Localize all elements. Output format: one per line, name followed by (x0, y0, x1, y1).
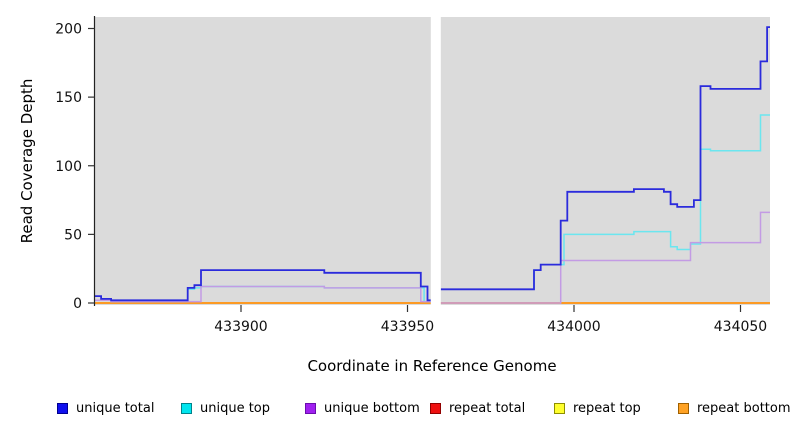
x-tick-label: 434000 (547, 319, 600, 335)
series-line-unique-total (95, 269, 431, 302)
series-line-unique-bottom (440, 211, 770, 304)
legend-item-unique-total: unique total (57, 400, 154, 416)
y-tick-label: 150 (55, 90, 82, 106)
y-tick-label: 100 (55, 159, 82, 175)
legend-item-unique-bottom: unique bottom (305, 400, 420, 416)
legend-label: unique bottom (324, 400, 420, 416)
x-tick-label: 433950 (381, 319, 434, 335)
coverage-plot: 0 50 100 150 200 433900 433950 434000 434050 (55, 15, 770, 335)
legend-label: repeat top (573, 400, 641, 416)
legend-swatch-repeat-total (430, 402, 441, 414)
y-tick-label: 0 (73, 296, 82, 312)
x-tick-label: 433900 (214, 319, 267, 335)
y-tick-label: 200 (55, 22, 82, 38)
series-line-unique-total (440, 26, 770, 291)
legend-label: repeat total (449, 400, 526, 416)
legend-swatch-repeat-top (554, 402, 565, 414)
y-tick-label: 50 (64, 227, 82, 243)
legend-label: unique total (76, 400, 155, 416)
legend-swatch-unique-bottom (305, 402, 316, 414)
x-axis-title: Coordinate in Reference Genome (307, 357, 557, 375)
legend-item-unique-top: unique top (181, 400, 270, 416)
y-axis-title: Read Coverage Depth (18, 78, 36, 244)
legend-swatch-repeat-bottom (678, 402, 689, 414)
legend-item-repeat-bottom: repeat bottom (678, 400, 791, 416)
legend-swatch-unique-total (57, 402, 68, 414)
legend-swatch-unique-top (181, 402, 192, 414)
legend-item-repeat-total: repeat total (430, 400, 525, 416)
legend-label: unique top (200, 400, 271, 416)
legend-label: repeat bottom (697, 400, 791, 416)
legend-item-repeat-top: repeat top (554, 400, 641, 416)
legend: unique total unique top unique bottom repea… (0, 400, 792, 422)
x-tick-label: 434050 (714, 319, 767, 335)
gap-band (430, 15, 441, 305)
